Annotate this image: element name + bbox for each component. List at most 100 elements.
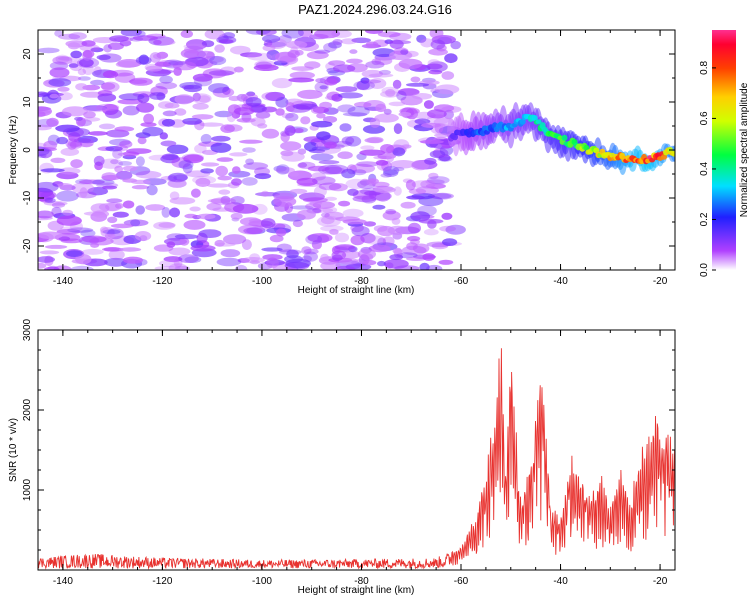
heatmap-cell [398,58,423,70]
heatmap-cell [122,200,135,209]
y-tick-label: -20 [22,238,33,253]
heatmap-cell [245,158,255,165]
heatmap-cell [262,34,281,43]
heatmap-cell [324,164,349,175]
heatmap-cell [44,244,68,249]
heatmap-cell [349,49,358,54]
heatmap-cell [254,173,272,180]
heatmap-cell [315,78,326,83]
heatmap-cell [104,109,123,119]
x-tick-label: -140 [53,576,73,587]
heatmap-cell [163,256,183,263]
heatmap-cell [168,172,188,183]
heatmap-cell [56,136,68,145]
heatmap-cell [281,151,305,162]
heatmap-cell [334,232,350,243]
heatmap-cell [99,226,109,234]
heatmap-cell [334,265,356,270]
heatmap-cell [393,186,402,196]
heatmap-cell [369,78,387,89]
heatmap-cell [314,30,341,39]
heatmap-cell [365,30,384,34]
heatmap-cell [301,246,312,255]
heatmap-cell [38,256,55,263]
heatmap-cell [318,160,340,165]
heatmap-cell [169,207,181,218]
heatmap-cell [661,154,668,160]
heatmap-cell [341,136,355,145]
heatmap-cell [40,168,65,173]
heatmap-cell [428,172,439,180]
heatmap-cell [375,103,387,113]
heatmap-cell [245,30,271,35]
heatmap-cell [262,254,283,261]
colorbar-tick-label: 0.2 [699,212,710,226]
heatmap-cell [182,117,203,125]
heatmap-cell [169,197,196,205]
heatmap-cell [153,53,167,60]
heatmap-cell [82,117,101,122]
heatmap-cell [173,174,188,181]
heatmap-cell [57,86,70,92]
heatmap-cell [114,144,128,152]
heatmap-cell [260,218,276,229]
heatmap-cell [441,71,455,80]
heatmap-cell [51,206,62,217]
heatmap-cell [166,241,176,248]
heatmap-cell [406,256,427,261]
heatmap-cell [338,92,363,99]
heatmap-cell [158,222,176,228]
heatmap-cell [114,126,135,132]
heatmap-cell [90,203,110,214]
heatmap-cell [450,40,462,50]
heatmap-cell [340,38,357,45]
heatmap-cell [149,92,166,100]
heatmap-cell [179,237,190,246]
heatmap-cell [174,108,187,116]
heatmap-cell [420,38,434,48]
heatmap-cell [220,249,241,258]
heatmap-cell [161,118,176,127]
heatmap-cell [79,58,94,68]
heatmap-cell [356,161,379,168]
heatmap-cell [174,234,199,240]
heatmap-cell [243,162,269,170]
heatmap-cell [69,140,82,149]
heatmap-cell [354,101,372,108]
heatmap-cell [385,89,396,97]
heatmap-cell [209,55,227,66]
heatmap-cell [200,133,212,145]
heatmap-cell [262,44,276,52]
heatmap-cell [337,151,353,159]
heatmap-cell [192,73,213,82]
heatmap-cell [214,44,225,53]
heatmap-cell [56,215,82,226]
heatmap-cell [87,187,108,196]
heatmap-cell [216,257,242,267]
heatmap-cell [319,85,328,90]
heatmap-cell [335,244,355,251]
heatmap-cell [214,242,236,247]
heatmap-cell [92,179,115,186]
heatmap-cell [285,258,311,269]
heatmap-cell [671,150,675,157]
heatmap-cell [419,262,430,270]
heatmap-cell [416,34,427,43]
heatmap-cell [382,236,395,247]
heatmap-cell [184,213,198,219]
heatmap-cell [81,235,107,243]
heatmap-cell [332,39,343,45]
heatmap-cell [234,107,255,116]
heatmap-cell [441,105,462,113]
x-tick-label: -60 [454,576,469,587]
heatmap-cell [206,183,231,188]
heatmap-cell [561,134,568,141]
heatmap-cell [411,160,429,171]
y-tick-label: 0 [22,147,33,153]
heatmap-cell [285,40,308,49]
heatmap-cell [220,124,235,133]
heatmap-cell [135,156,145,167]
heatmap-cell [106,198,123,203]
